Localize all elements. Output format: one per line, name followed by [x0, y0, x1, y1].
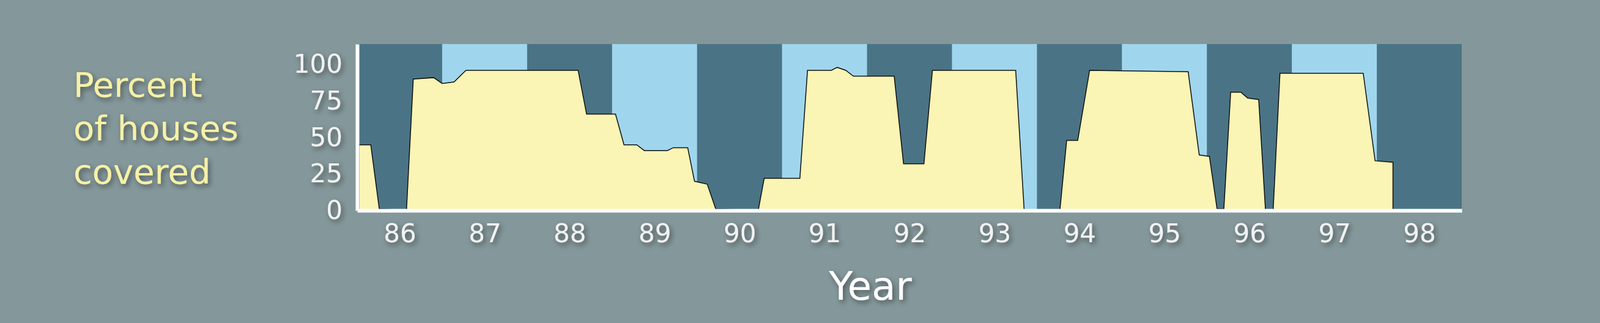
tick-label: 86	[383, 218, 416, 249]
x-axis-title: Year	[828, 263, 912, 309]
plot-background	[357, 44, 1462, 211]
tick: 88	[553, 210, 586, 249]
tick: 98	[1403, 210, 1436, 249]
tick: 97	[1318, 210, 1351, 249]
tick: 94	[1063, 210, 1097, 249]
y-axis-title: Percent	[73, 64, 203, 105]
tick: 91	[808, 210, 841, 249]
tick: 92	[893, 210, 926, 249]
tick-label: 96	[1233, 218, 1266, 249]
tick: 86	[383, 210, 416, 249]
tick: 50	[310, 122, 358, 153]
tick: 89	[638, 210, 671, 249]
tick: 95	[1148, 210, 1182, 249]
y-axis: 0 25 50 75 100	[293, 44, 358, 226]
tick-label: 91	[808, 218, 841, 249]
tick-label: 100	[293, 48, 343, 79]
tick-label: 50	[310, 122, 343, 153]
tick: 87	[468, 210, 501, 249]
tick: 25	[310, 158, 358, 189]
tick-label: 98	[1403, 218, 1436, 249]
plot-marks	[357, 44, 1462, 211]
tick-label: 92	[893, 218, 926, 249]
tick-label: 88	[553, 218, 586, 249]
tick: 0	[325, 195, 358, 226]
tick: 90	[723, 210, 756, 249]
tick-label: 90	[723, 218, 756, 249]
tick-label: 89	[638, 218, 671, 249]
y-axis-line	[355, 44, 360, 212]
tick-label: 97	[1318, 218, 1351, 249]
tick-label: 95	[1148, 218, 1182, 249]
chart: 86 87 88 89 90 91 92 93 94 95 96 97 98 0 25 50 75 100 Year…	[0, 0, 1600, 323]
y-axis-title: covered	[73, 151, 211, 192]
tick-label: 0	[325, 195, 343, 226]
tick-label: 94	[1063, 218, 1097, 249]
tick: 93	[978, 210, 1012, 249]
tick: 75	[310, 85, 358, 116]
plot-area: 86 87 88 89 90 91 92 93 94 95 96 97 98 0 25 50 75 100	[293, 44, 1463, 249]
tick-label: 87	[468, 218, 501, 249]
tick: 100	[293, 48, 358, 79]
tick: 96	[1233, 210, 1266, 249]
tick-label: 75	[310, 85, 343, 116]
area	[359, 67, 1394, 211]
y-axis-title: of houses	[73, 108, 239, 149]
tick-label: 25	[310, 158, 343, 189]
x-axis: 86 87 88 89 90 91 92 93 94 95 96 97 98	[357, 210, 1463, 249]
tick-label: 93	[978, 218, 1012, 249]
x-axis-line	[357, 209, 1463, 213]
